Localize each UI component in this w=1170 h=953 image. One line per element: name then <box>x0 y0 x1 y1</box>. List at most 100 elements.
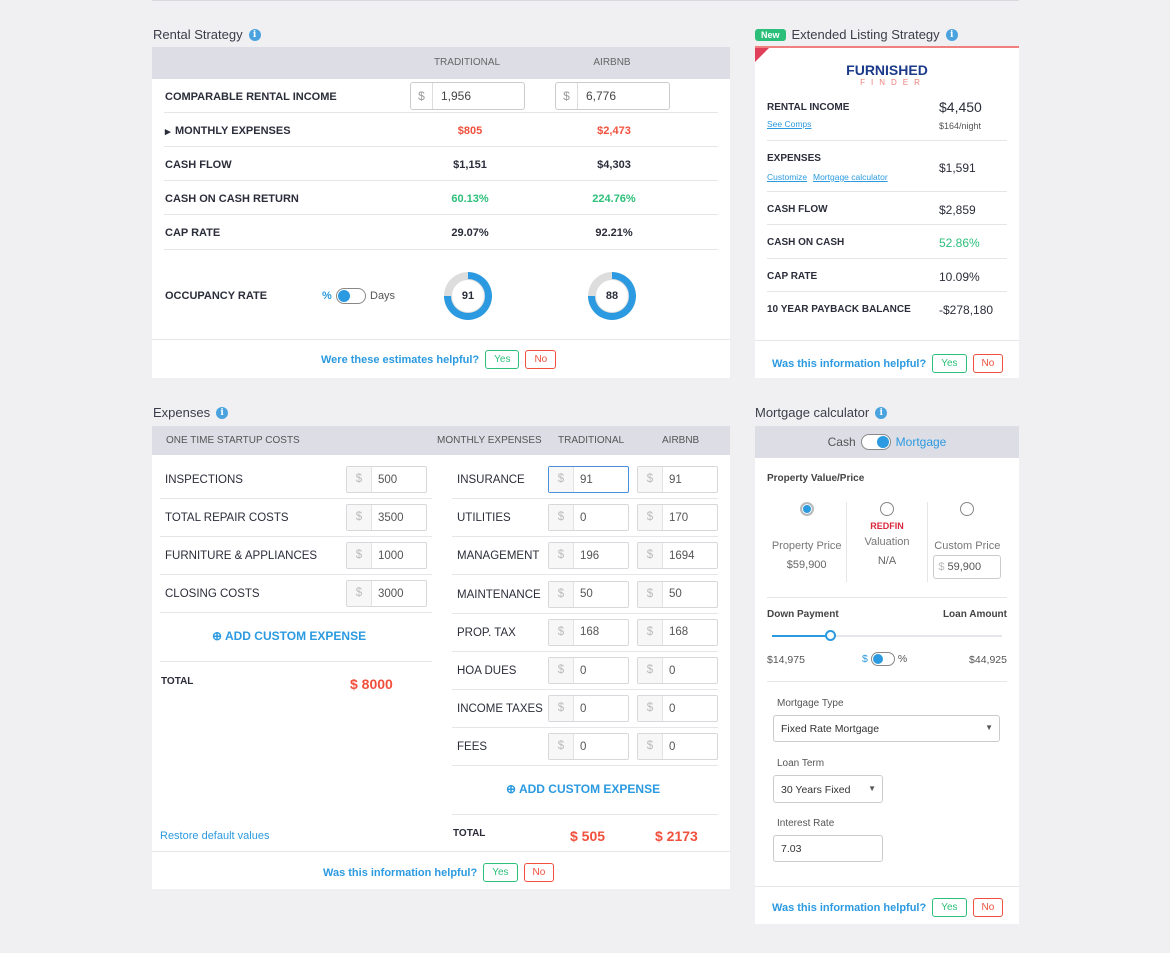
traditional-input[interactable]: $0 <box>548 504 629 532</box>
airbnb-income-input[interactable]: $6,776 <box>555 82 670 110</box>
col-traditional: TRADITIONAL <box>433 57 501 68</box>
mortgage-type-select[interactable]: Fixed Rate Mortgage ▼ <box>773 715 1000 742</box>
add-custom-startup-expense[interactable]: ⊕ ADD CUSTOM EXPENSE <box>212 629 367 643</box>
expand-icon[interactable]: ▸ <box>165 126 171 138</box>
info-icon[interactable]: i <box>945 28 958 41</box>
row-label: MONTHLY EXPENSES <box>175 125 291 137</box>
info-icon[interactable]: i <box>248 28 261 41</box>
occupancy-unit-toggle[interactable] <box>336 288 366 304</box>
traditional-input[interactable]: $0 <box>548 733 629 761</box>
startup-cost-input[interactable]: $3000 <box>346 580 427 607</box>
airbnb-input[interactable]: $50 <box>637 580 718 608</box>
title-text: Rental Strategy <box>153 27 243 42</box>
airbnb-input[interactable]: $170 <box>637 504 718 532</box>
airbnb-input[interactable]: $91 <box>637 466 718 493</box>
traditional-input[interactable]: $50 <box>548 580 629 608</box>
traditional-input[interactable]: $0 <box>548 657 629 684</box>
redfin-logo: REDFIN <box>870 521 904 531</box>
startup-cost-input[interactable]: $500 <box>346 466 427 493</box>
no-button[interactable]: No <box>525 350 557 369</box>
monthly-row: MAINTENANCE $50 $50 <box>452 576 718 614</box>
furnished-finder-logo: FURNISHED FINDER <box>755 62 1019 87</box>
interest-rate-label: Interest Rate <box>777 818 835 829</box>
loan-term-select[interactable]: 30 Years Fixed ▼ <box>773 775 883 803</box>
value: 91 <box>669 473 682 486</box>
airbnb-input[interactable]: $1694 <box>637 542 718 570</box>
expenses-title: Expenses i <box>153 405 229 420</box>
slider-handle[interactable] <box>824 630 836 641</box>
yes-button[interactable]: Yes <box>483 863 518 882</box>
custom-price-input[interactable]: $ 59,900 <box>933 555 1002 579</box>
startup-row: CLOSING COSTS $3000 <box>160 575 432 613</box>
monthly-row: PROP. TAX $168 $168 <box>452 614 718 652</box>
monthly-row: INSURANCE $91 $91 <box>452 461 718 499</box>
mortgage-calculator-link[interactable]: Mortgage calculator <box>813 172 888 182</box>
currency: $ <box>638 619 663 645</box>
feedback: Was this information helpful? Yes No <box>323 863 555 882</box>
row-label: UTILITIES <box>457 512 511 525</box>
cash-mortgage-toggle[interactable] <box>860 434 891 450</box>
see-comps-link[interactable]: See Comps <box>767 119 812 129</box>
traditional-input[interactable]: $91 <box>548 466 629 493</box>
feedback-text: Was this information helpful? <box>323 866 478 879</box>
traditional-income-input[interactable]: $1,956 <box>410 82 525 110</box>
startup-header: ONE TIME STARTUP COSTS <box>166 435 300 446</box>
loan-term-label: Loan Term <box>777 758 825 769</box>
row-label: CASH ON CASH RETURN <box>165 193 299 205</box>
row-label: COMPARABLE RENTAL INCOME <box>165 91 337 103</box>
row-label: INCOME TAXES <box>457 703 543 716</box>
traditional-input[interactable]: $168 <box>548 618 629 646</box>
feedback-text: Was this information helpful? <box>772 357 927 370</box>
label: 10 YEAR PAYBACK BALANCE <box>767 304 911 315</box>
label: CAP RATE <box>767 271 818 282</box>
yes-button[interactable]: Yes <box>485 350 520 369</box>
yes-button[interactable]: Yes <box>932 354 967 373</box>
no-button[interactable]: No <box>523 863 555 882</box>
value: 0 <box>580 511 587 524</box>
radio[interactable] <box>879 502 894 516</box>
option-custom-price[interactable]: Custom Price $ 59,900 <box>928 502 1007 582</box>
interest-rate-input[interactable]: 7.03 <box>773 835 883 862</box>
dp-unit-toggle[interactable] <box>870 652 895 666</box>
restore-defaults-link[interactable]: Restore default values <box>160 830 270 842</box>
traditional-input[interactable]: $196 <box>548 542 629 570</box>
row-monthly-expenses[interactable]: ▸ MONTHLY EXPENSES $805 $2,473 <box>164 113 718 147</box>
row-label: PROP. TAX <box>457 626 516 639</box>
feedback: Was this information helpful? Yes No <box>772 898 1004 917</box>
customize-link[interactable]: Customize <box>767 172 808 182</box>
traditional-input[interactable]: $0 <box>548 695 629 723</box>
value: 196 <box>580 549 600 562</box>
selected-value: Fixed Rate Mortgage <box>781 723 880 735</box>
row-label: CLOSING COSTS <box>165 588 260 600</box>
label: CASH FLOW <box>767 204 828 215</box>
radio-selected[interactable] <box>799 502 814 516</box>
airbnb-total: $ 2173 <box>655 828 698 844</box>
airbnb-input[interactable]: $0 <box>637 695 718 723</box>
row-label: OCCUPANCY RATE <box>165 290 268 302</box>
value: 7.03 <box>781 843 802 855</box>
airbnb-input[interactable]: $168 <box>637 618 718 646</box>
info-icon[interactable]: i <box>875 406 888 419</box>
value: 170 <box>669 511 689 524</box>
down-payment-slider[interactable] <box>772 630 1002 641</box>
radio[interactable] <box>960 502 975 516</box>
row-cash-on-cash: CASH ON CASH RETURN 60.13% 224.76% <box>164 181 718 215</box>
yes-button[interactable]: Yes <box>932 898 967 917</box>
startup-cost-input[interactable]: $3500 <box>346 504 427 531</box>
airbnb-input[interactable]: $0 <box>637 657 718 684</box>
no-button[interactable]: No <box>972 898 1004 917</box>
startup-cost-input[interactable]: $1000 <box>346 542 427 569</box>
currency: $ <box>549 734 574 760</box>
currency: $ <box>638 543 663 569</box>
monthly-row: MANAGEMENT $196 $1694 <box>452 537 718 576</box>
col-airbnb: AIRBNB <box>593 57 631 68</box>
selected-value: 30 Years Fixed <box>781 784 851 796</box>
mortgage-label: Mortgage <box>895 435 947 449</box>
add-custom-monthly-expense[interactable]: ⊕ ADD CUSTOM EXPENSE <box>506 782 661 796</box>
option-redfin-valuation[interactable]: REDFIN Valuation N/A <box>847 502 928 582</box>
option-property-price[interactable]: Property Price $59,900 <box>767 502 848 582</box>
info-icon[interactable]: i <box>216 406 229 419</box>
no-button[interactable]: No <box>972 354 1004 373</box>
airbnb-input[interactable]: $0 <box>637 733 718 761</box>
monthly-row: HOA DUES $0 $0 <box>452 652 718 690</box>
